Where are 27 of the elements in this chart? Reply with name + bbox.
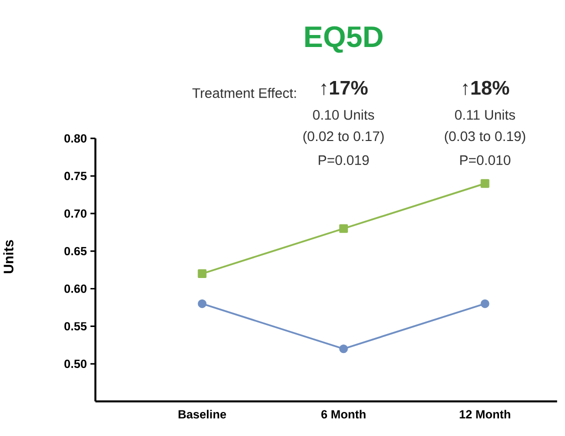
y-tick-label: 0.80	[64, 134, 86, 143]
annotation: (0.03 to 0.19)	[444, 130, 526, 144]
y-tick-label: 0.70	[64, 209, 86, 218]
text: 0.11 Units	[455, 110, 516, 120]
x-tick-label: Baseline	[178, 410, 226, 418]
y-tick-label: 0.75	[64, 172, 87, 180]
y-tick-label: 0.55	[64, 322, 87, 330]
text: 0.10 Units	[313, 110, 374, 120]
x-tick-label: 6 Month	[321, 410, 366, 418]
annotation: P=0.019	[318, 155, 369, 166]
y-axis-title: Units	[3, 240, 14, 274]
point	[198, 269, 206, 278]
x-tick-label: 12 Month	[460, 410, 510, 418]
annotation: (0.02 to 0.17)	[303, 130, 384, 144]
point	[480, 299, 490, 308]
point	[339, 344, 348, 354]
point	[480, 179, 490, 188]
text: Treatment Effect:	[192, 88, 296, 98]
annotation: P=0.010	[460, 155, 510, 166]
y-tick-label: 0.60	[64, 284, 86, 293]
chart-title: EQ5D	[305, 26, 383, 53]
y-tick-label: 0.65	[64, 246, 87, 256]
text: ↑17%	[322, 80, 368, 96]
point	[198, 299, 206, 308]
y-tick-label: 0.50	[64, 360, 86, 368]
point	[339, 224, 348, 233]
text: ↑18%	[462, 80, 510, 96]
